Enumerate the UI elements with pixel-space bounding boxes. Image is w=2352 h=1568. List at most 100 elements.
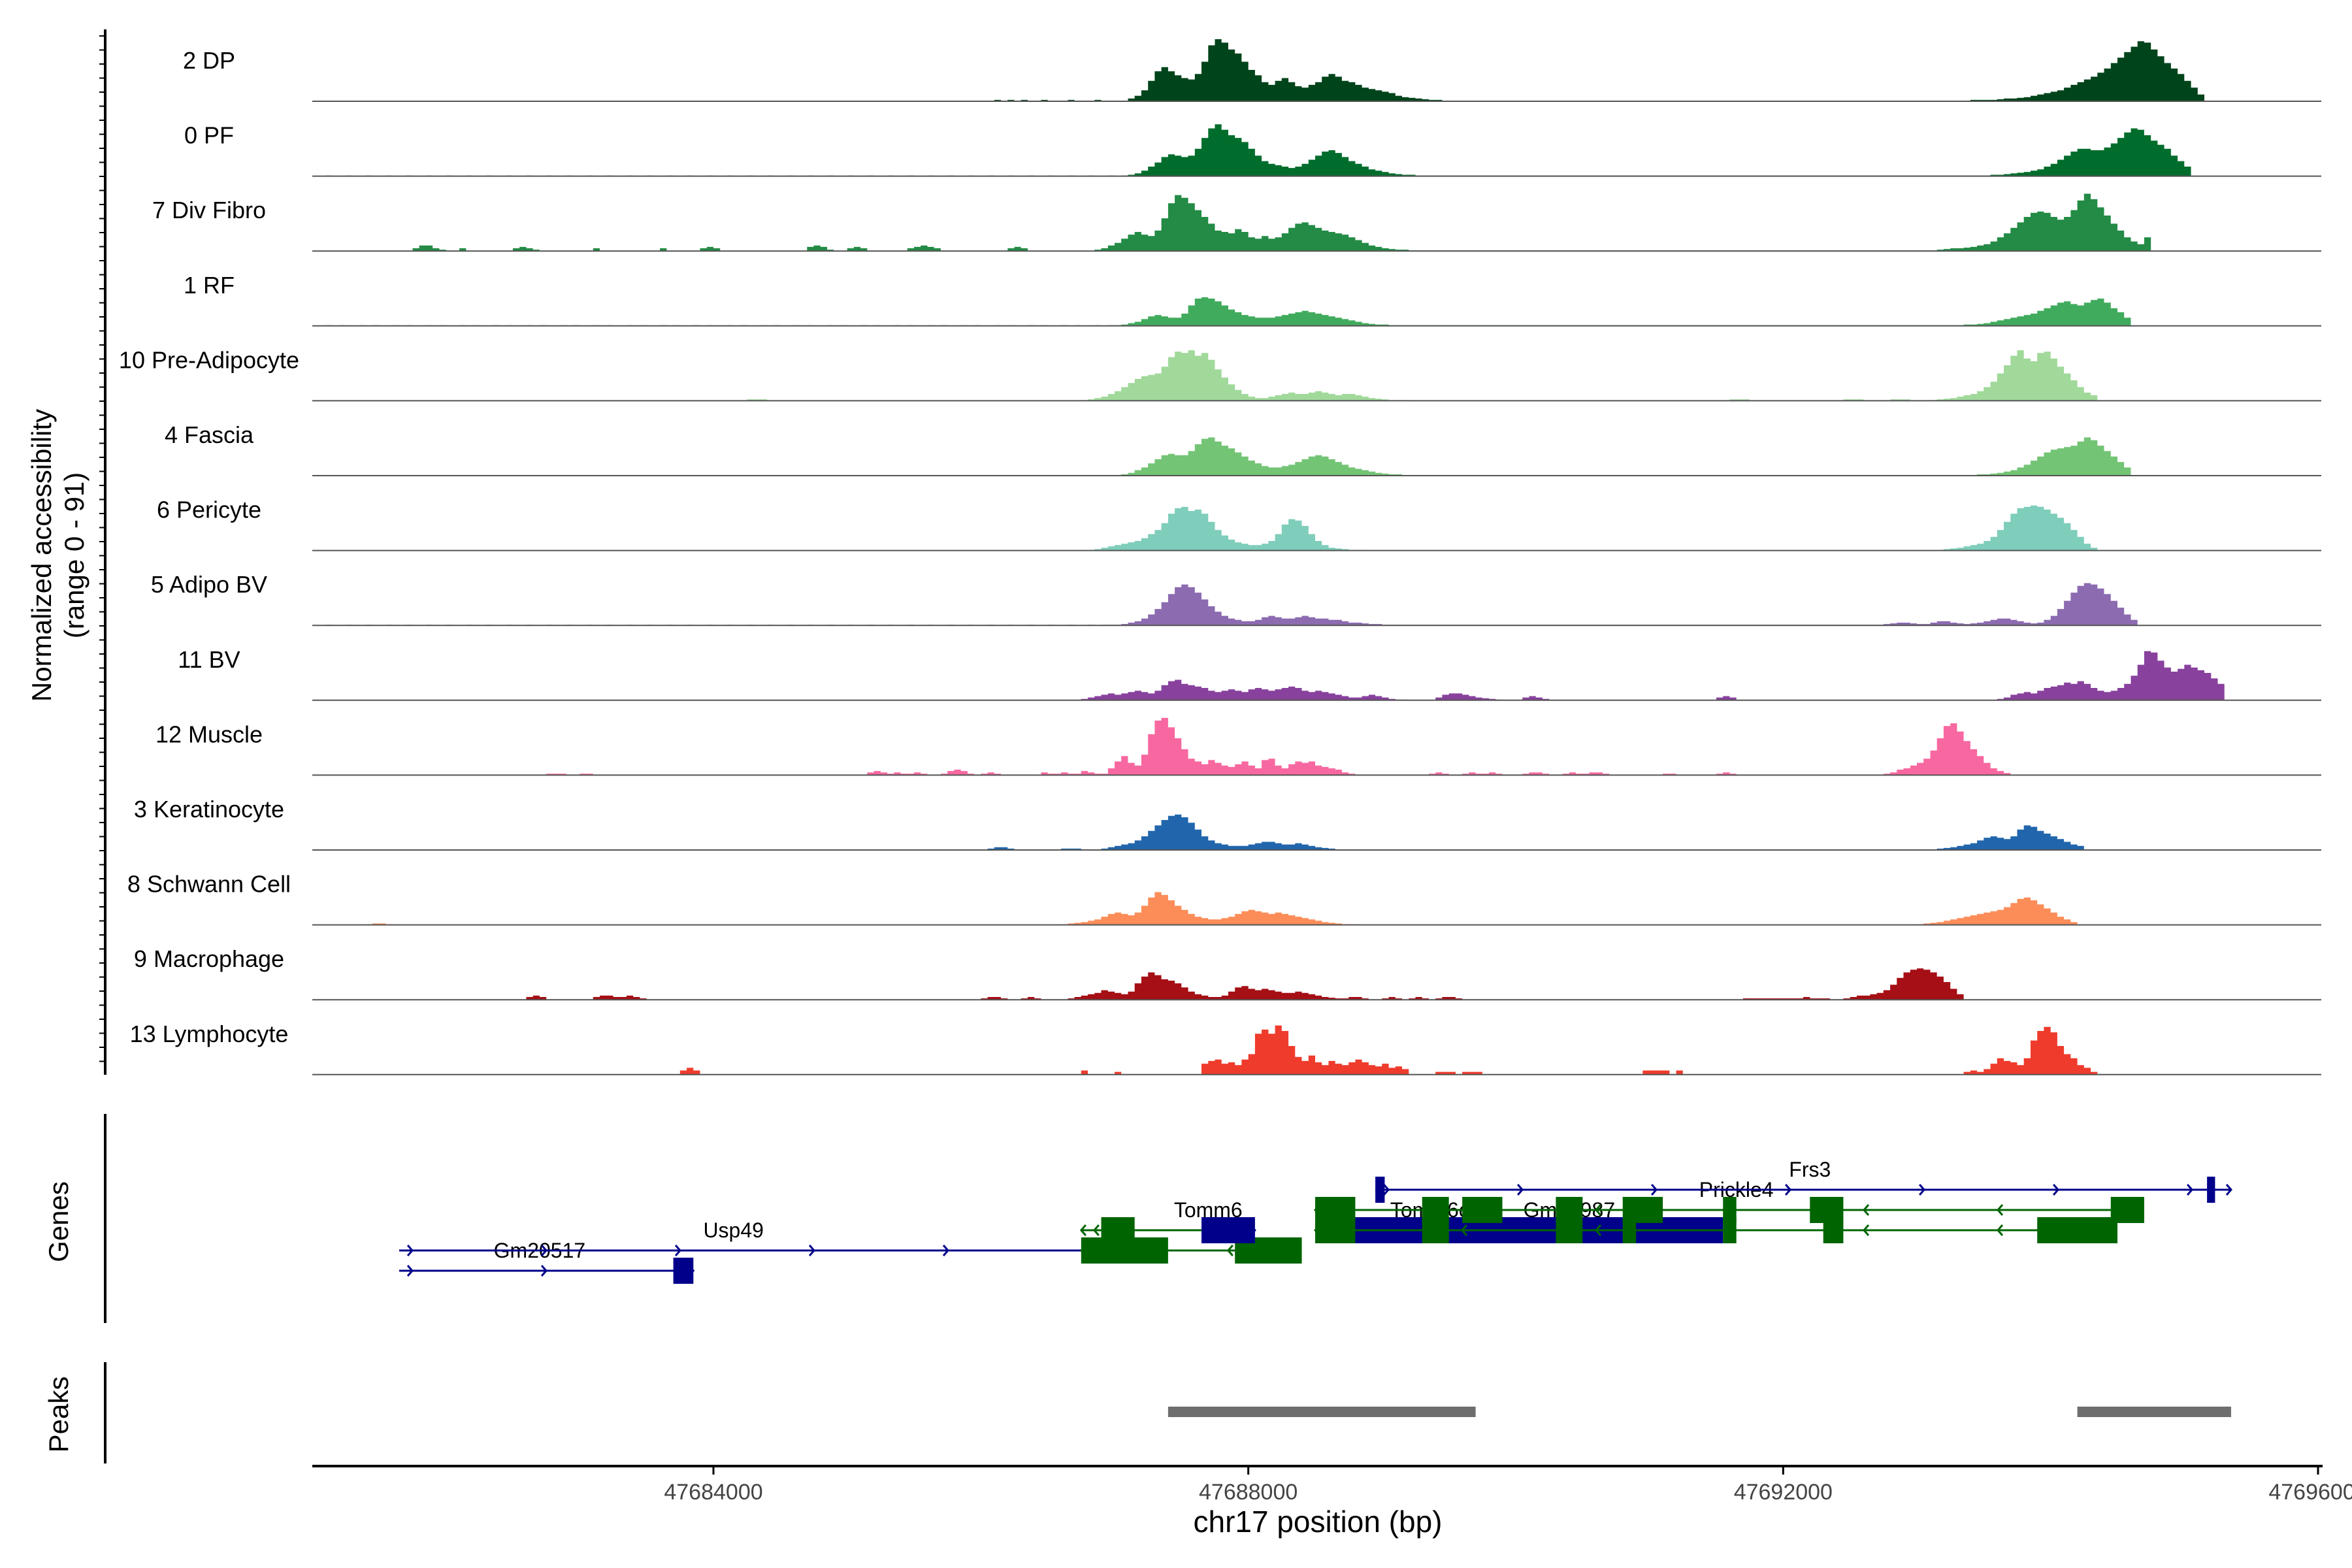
track-label: 5 Adipo BV: [151, 571, 267, 598]
track-5-adipo-bv: 5 Adipo BV: [151, 571, 2321, 627]
track-label: 1 RF: [184, 272, 235, 299]
track-7-div-fibro: 7 Div Fibro: [152, 193, 2321, 252]
coverage-area: [312, 39, 2204, 101]
strand-arrow: [942, 1245, 950, 1256]
track-1-rf: 1 RF: [184, 272, 2321, 327]
strand-arrow: [406, 1245, 414, 1256]
track-label: 0 PF: [184, 122, 234, 149]
coverage-y-ticks: [99, 35, 105, 1062]
strand-arrow: [1650, 1184, 1658, 1196]
strand-arrow: [1226, 1245, 1233, 1256]
strand-arrow: [1079, 1224, 1086, 1236]
exon: [1723, 1197, 1737, 1223]
track-label: 7 Div Fibro: [152, 197, 266, 223]
gene-label: Usp49: [703, 1218, 764, 1242]
coverage-area: [312, 892, 2078, 925]
y-axis-label-line1: Normalized accessibility: [26, 409, 57, 702]
strand-arrow: [1461, 1224, 1468, 1236]
y-axis-label-line2: (range 0 - 91): [59, 472, 90, 638]
strand-arrow: [1863, 1224, 1870, 1236]
exon: [1422, 1217, 1449, 1243]
strand-arrow: [2186, 1184, 2194, 1196]
track-label: 4 Fascia: [165, 421, 254, 448]
track-10-pre-adipocyte: 10 Pre-Adipocyte: [119, 346, 2321, 402]
coverage-area: [312, 651, 2225, 700]
strand-arrow: [1516, 1184, 1524, 1196]
gene-label: Frs3: [1789, 1158, 1831, 1181]
strand-arrow: [540, 1265, 548, 1277]
coverage-area: [312, 124, 2191, 176]
x-axis-label: chr17 position (bp): [1194, 1505, 1443, 1539]
x-tick-label: 47688000: [1199, 1480, 1298, 1505]
gene-usp49: Usp49: [399, 1218, 1090, 1256]
exon: [2207, 1177, 2215, 1203]
track-label: 10 Pre-Adipocyte: [119, 346, 299, 373]
coverage-area: [312, 437, 2131, 476]
strand-arrow: [1595, 1224, 1602, 1236]
peak-bar: [1168, 1407, 1476, 1417]
x-tick-label: 47684000: [664, 1480, 762, 1505]
exon: [1315, 1217, 1356, 1243]
strand-arrow: [1997, 1224, 2004, 1236]
track-12-muscle: 12 Muscle: [155, 717, 2321, 776]
exon: [1823, 1217, 1844, 1243]
exon: [1201, 1217, 1255, 1243]
strand-arrow: [1784, 1184, 1792, 1196]
coverage-area: [312, 505, 2098, 551]
track-3-keratinocyte: 3 Keratinocyte: [134, 796, 2321, 851]
x-tick-label: 47692000: [1734, 1480, 1833, 1505]
coverage-area: [312, 193, 2151, 252]
coverage-area: [312, 814, 2084, 850]
track-label: 8 Schwann Cell: [127, 871, 291, 898]
gene-frs3: Frs3: [1375, 1158, 2232, 1203]
track-8-schwann-cell: 8 Schwann Cell: [127, 871, 2321, 926]
peaks-panel-label: Peaks: [43, 1377, 74, 1453]
strand-arrow: [808, 1245, 816, 1256]
strand-arrow: [540, 1245, 548, 1256]
exon: [1622, 1217, 1637, 1243]
track-label: 12 Muscle: [155, 721, 263, 747]
exon: [1556, 1217, 1583, 1243]
track-label: 3 Keratinocyte: [134, 796, 284, 823]
peak-track: [1168, 1407, 2231, 1417]
coverage-area: [312, 1025, 2098, 1075]
coverage-area: [312, 297, 2131, 326]
strand-arrow: [1863, 1204, 1870, 1216]
track-0-pf: 0 PF: [184, 122, 2321, 177]
strand-arrow: [674, 1245, 682, 1256]
exon: [673, 1258, 694, 1284]
exon: [2037, 1217, 2117, 1243]
coverage-area: [312, 968, 1964, 1000]
track-4-fascia: 4 Fascia: [165, 421, 2321, 476]
exon: [1462, 1197, 1503, 1223]
x-tick-label: 47696000: [2268, 1480, 2352, 1505]
track-2-dp: 2 DP: [183, 39, 2321, 102]
coverage-area: [312, 717, 2011, 776]
genes-panel-label: Genes: [43, 1181, 74, 1262]
gene-annotation-track: Gm20517Usp49Tomm6Tomm6osGm24987Prickle4F…: [399, 1158, 2232, 1284]
x-axis-ticks: 47684000 47688000 47692000 47696000: [664, 1466, 2352, 1505]
coverage-tracks: 2 DP 0 PF 7 Div Fibro 1 RF 10 Pre-Adipocyte 4…: [119, 39, 2321, 1075]
coverage-area: [312, 583, 2138, 626]
exon: [1081, 1237, 1168, 1264]
exon: [1723, 1217, 1737, 1243]
strand-arrow: [1595, 1204, 1602, 1216]
track-label: 6 Pericyte: [157, 497, 261, 523]
strand-arrow: [406, 1265, 414, 1277]
track-6-pericyte: 6 Pericyte: [157, 497, 2321, 551]
coverage-area: [312, 350, 2098, 401]
peak-bar: [2077, 1407, 2231, 1417]
track-label: 9 Macrophage: [134, 945, 284, 972]
track-11-bv: 11 BV: [178, 646, 2321, 701]
track-13-lymphocyte: 13 Lymphocyte: [130, 1021, 2321, 1075]
strand-arrow: [1997, 1204, 2004, 1216]
track-label: 2 DP: [183, 47, 235, 74]
strand-arrow: [1092, 1224, 1100, 1236]
track-label: 11 BV: [178, 646, 240, 673]
track-9-macrophage: 9 Macrophage: [134, 945, 2321, 1001]
strand-arrow: [2225, 1184, 2232, 1196]
strand-arrow: [1918, 1184, 1926, 1196]
gene-prickle4: Prickle4: [1314, 1178, 2144, 1243]
